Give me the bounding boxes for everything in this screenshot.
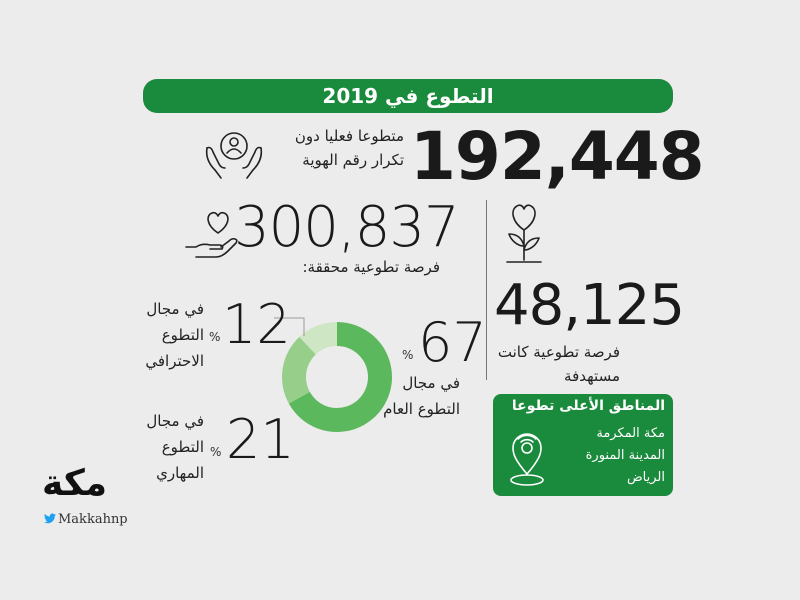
connector-line xyxy=(274,317,305,336)
twitter-handle: Makkahnp xyxy=(58,512,128,527)
donut-slice-professional xyxy=(299,322,337,355)
title-banner xyxy=(143,79,673,113)
pct-general-value: 67 xyxy=(418,311,487,374)
unique-volunteers-number: 192,448 xyxy=(410,118,705,195)
makkah-logo: مكة xyxy=(42,463,108,504)
location-pin-icon xyxy=(510,433,544,486)
pct-general-label: في مجال التطوع العام xyxy=(383,374,460,418)
unique-volunteers-label: متطوعا فعليا دون تكرار رقم الهوية xyxy=(294,127,404,169)
page-title: التطوع في 2019 xyxy=(322,84,494,108)
targeted-opportunities-number: 48,125 xyxy=(494,273,685,338)
volunteering-type-donut-chart xyxy=(282,322,392,432)
heart-plant-icon xyxy=(506,204,542,263)
pct-professional-sign: % xyxy=(209,330,221,344)
donut-slice-skilled xyxy=(282,336,316,404)
pct-skilled-label: في مجال التطوع المهاري xyxy=(146,412,204,482)
region-item: المدينة المنورة xyxy=(585,448,665,463)
donut-slice-general xyxy=(288,322,392,432)
pct-skilled-value: 21 xyxy=(226,408,295,471)
hands-holding-person-icon xyxy=(205,132,263,179)
pct-general-sign: % xyxy=(402,348,414,362)
region-item: الرياض xyxy=(626,470,665,485)
pct-skilled-sign: % xyxy=(210,445,222,459)
column-divider xyxy=(486,200,487,380)
top-regions-title: المناطق الأعلى تطوعا xyxy=(511,398,665,414)
pct-professional-value: 12 xyxy=(222,293,291,356)
twitter-icon xyxy=(44,513,56,524)
achieved-opportunities-number: 300,837 xyxy=(234,195,460,260)
region-item: مكة المكرمة xyxy=(596,426,665,441)
top-regions-list: مكة المكرمة المدينة المنورة الرياض xyxy=(560,423,665,489)
hand-holding-heart-icon xyxy=(185,211,238,258)
targeted-opportunities-label: فرصة تطوعية كانت مستهدفة xyxy=(497,343,620,385)
achieved-opportunities-label: فرصة تطوعية محققة: xyxy=(302,258,441,276)
pct-professional-label: في مجال التطوع الاحترافي xyxy=(145,300,204,370)
